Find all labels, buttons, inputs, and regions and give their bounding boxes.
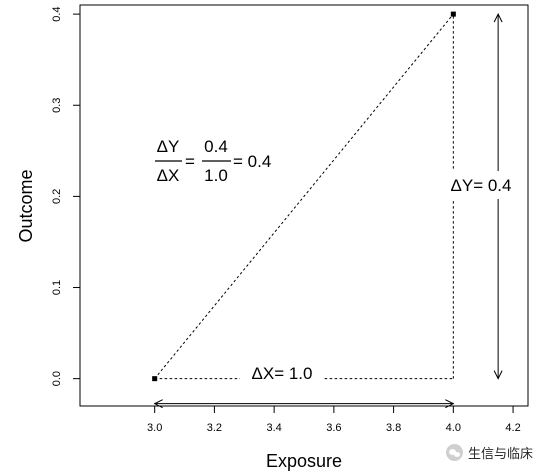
arrow-head [445, 399, 455, 409]
y-tick-label: 0.1 [51, 280, 63, 295]
y-axis-title: Outcome [16, 169, 36, 242]
slope-denominator: ΔX [157, 166, 180, 185]
x-tick-label: 3.6 [326, 422, 341, 434]
watermark-text: 生信与临床 [468, 446, 534, 462]
slope-value-numerator: 0.4 [204, 137, 228, 156]
x-tick-label: 3.0 [147, 422, 162, 434]
delta-x-label: ΔX= 1.0 [252, 364, 313, 383]
hypotenuse-line [154, 13, 454, 379]
arrow-head [153, 399, 163, 409]
data-point [152, 376, 158, 382]
x-tick-label: 4.2 [505, 422, 520, 434]
arrow-head [493, 12, 503, 23]
y-tick-label: 0.2 [51, 189, 63, 204]
wechat-icon [446, 443, 463, 461]
y-tick-label: 0.0 [51, 371, 63, 386]
slope-equals: = [185, 152, 195, 171]
data-point [450, 11, 456, 17]
plot-frame [79, 4, 529, 407]
delta-y-label: ΔY= 0.4 [451, 176, 512, 195]
watermark: 生信与临床 [446, 440, 550, 464]
y-tick-label: 0.4 [51, 6, 63, 21]
x-axis-title: Exposure [266, 451, 342, 471]
arrow-head [493, 370, 503, 380]
x-tick-label: 3.4 [266, 422, 281, 434]
x-tick-label: 3.2 [207, 422, 222, 434]
y-tick-label: 0.3 [51, 98, 63, 113]
x-tick-label: 4.0 [446, 422, 461, 434]
x-tick-label: 3.8 [386, 422, 401, 434]
plot-marks [152, 11, 503, 409]
x-axis-ticks: 3.0 3.2 3.4 3.6 3.8 4.0 4.2 [147, 406, 521, 434]
slope-numerator: ΔY [157, 137, 180, 156]
slope-value-denominator: 1.0 [204, 166, 228, 185]
y-axis-ticks: 0.0 0.1 0.2 0.3 0.4 [51, 6, 80, 386]
slope-formula: ΔY ΔX = 0.4 1.0 = 0.4 [155, 137, 271, 185]
slope-result: = 0.4 [233, 152, 271, 171]
